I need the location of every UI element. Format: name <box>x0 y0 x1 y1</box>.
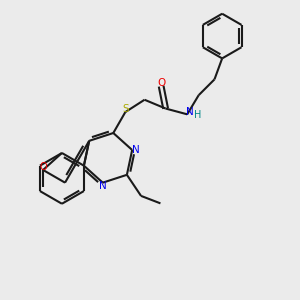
Text: O: O <box>39 162 47 172</box>
Text: O: O <box>157 78 165 88</box>
Text: N: N <box>132 145 140 155</box>
Text: N: N <box>186 107 194 117</box>
Text: H: H <box>194 110 201 120</box>
Text: S: S <box>122 104 129 114</box>
Text: N: N <box>99 181 106 191</box>
